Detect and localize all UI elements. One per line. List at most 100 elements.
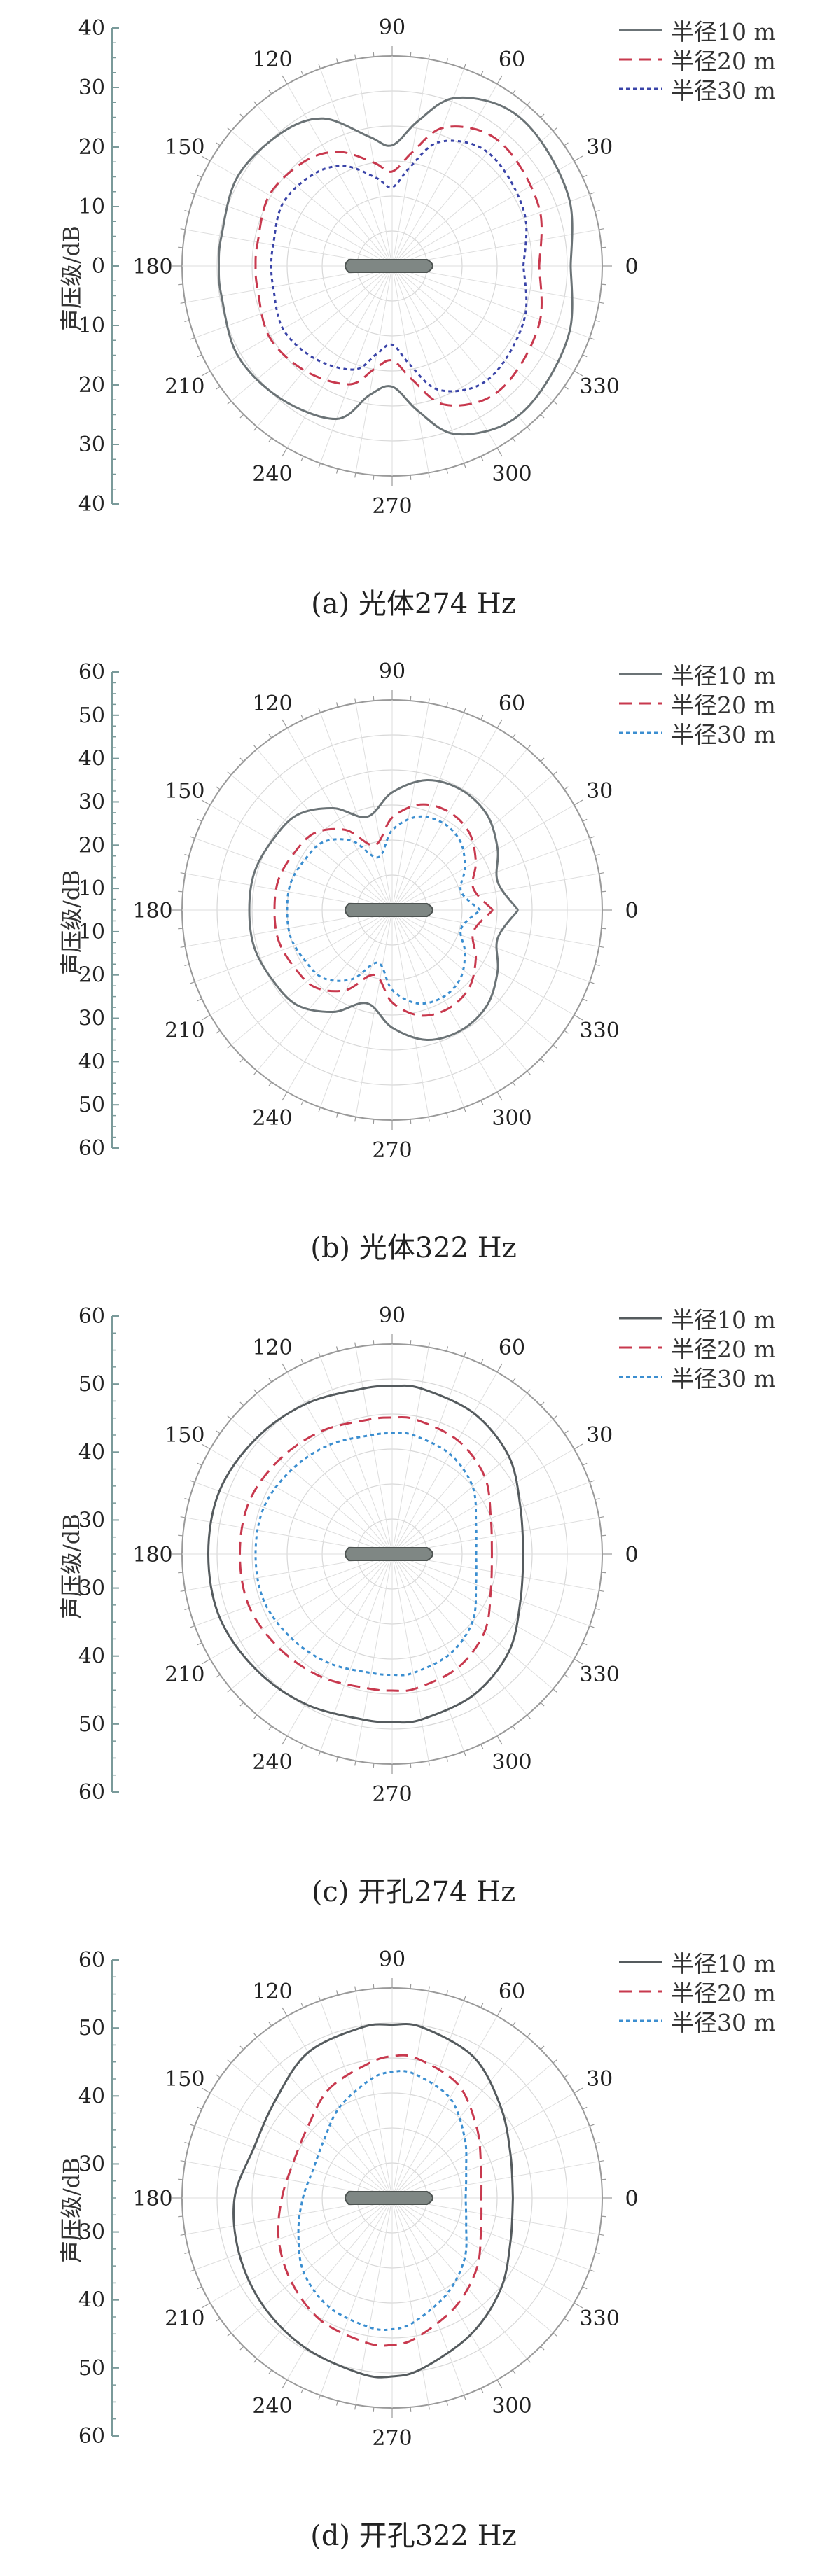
- angle-tick-mark: [553, 771, 557, 776]
- angle-tick-mark: [354, 472, 356, 478]
- angle-tick-mark: [446, 1990, 449, 1996]
- grid-spoke: [230, 2197, 393, 2334]
- grid-spoke: [355, 1347, 393, 1555]
- grid-spoke: [230, 1418, 393, 1555]
- angle-tick-mark: [318, 1996, 321, 2001]
- angle-tick-mark: [410, 1984, 412, 1989]
- angle-tick-mark: [253, 2358, 258, 2363]
- radial-tick-label: 50: [78, 704, 105, 728]
- radial-tick-label: 10: [78, 195, 105, 219]
- angle-tick-label: 180: [132, 2187, 172, 2211]
- grid-spoke: [391, 2015, 498, 2199]
- angle-tick-label: 90: [379, 1303, 405, 1328]
- angle-tick-mark: [553, 1688, 557, 1693]
- grid-spoke: [209, 804, 393, 911]
- grid-spoke: [391, 703, 429, 911]
- angle-tick-label: 240: [252, 1106, 292, 1130]
- angle-tick-mark: [201, 2302, 211, 2309]
- angle-tick-mark: [464, 64, 466, 69]
- legend-item: 半径10 m: [616, 15, 776, 46]
- angle-tick-mark: [574, 155, 583, 162]
- y-axis-label: 声压级/dB: [58, 869, 85, 975]
- angle-tick-mark: [216, 2318, 221, 2322]
- polar-chart: 0 30 60 90 120 150 180 210 240 270 300 330 60 50 40 30 2…: [78, 659, 639, 1163]
- radial-tick-label: 40: [78, 1644, 105, 1669]
- angle-tick-mark: [574, 799, 583, 806]
- angle-tick-mark: [527, 2033, 531, 2038]
- radial-tick-label: 10: [78, 920, 105, 944]
- grid-spoke: [391, 1392, 528, 1555]
- angle-tick-mark: [180, 1516, 186, 1518]
- angle-tick-mark: [564, 2074, 569, 2078]
- angle-tick-mark: [335, 1346, 338, 1352]
- angle-tick-mark: [239, 2346, 244, 2351]
- legend-item: 半径20 m: [616, 1977, 776, 2007]
- legend-item: 半径20 m: [616, 1333, 776, 1363]
- angle-tick-mark: [239, 1401, 244, 1406]
- grid-spoke: [209, 265, 393, 372]
- angle-tick-label: 150: [165, 135, 204, 160]
- angle-tick-label: 300: [492, 1750, 531, 1774]
- grid-spoke: [391, 1553, 528, 1716]
- radial-tick-label: 50: [78, 1093, 105, 1117]
- grid-spoke: [355, 703, 393, 911]
- grid-spoke: [391, 193, 590, 267]
- angle-tick-mark: [496, 1735, 503, 1745]
- legend-swatch: [619, 1346, 662, 1349]
- grid-spoke: [391, 2197, 528, 2360]
- radial-tick-label: 60: [78, 1136, 105, 1161]
- grid-spoke: [391, 265, 575, 372]
- grid-spoke: [286, 1371, 393, 1555]
- angle-tick-mark: [318, 2395, 321, 2400]
- grid-spoke: [391, 909, 498, 1093]
- angle-tick-mark: [589, 981, 595, 984]
- angle-tick-mark: [540, 2045, 545, 2050]
- angle-tick-mark: [190, 2269, 195, 2272]
- angle-tick-mark: [268, 2022, 272, 2026]
- angle-tick-mark: [599, 946, 604, 948]
- angle-tick-mark: [540, 113, 545, 118]
- angle-tick-mark: [180, 302, 186, 304]
- angle-tick-mark: [354, 1986, 356, 1991]
- angle-tick-mark: [300, 71, 304, 76]
- angle-tick-mark: [268, 1726, 272, 1730]
- grid-spoke: [391, 2197, 429, 2405]
- series-line: [286, 815, 482, 1005]
- grid-spoke: [391, 1553, 429, 1761]
- grid-spoke: [319, 909, 393, 1108]
- angle-tick-mark: [300, 1744, 304, 1749]
- radial-tick-label: 50: [78, 1372, 105, 1396]
- angle-tick-mark: [216, 2074, 221, 2078]
- grid-spoke: [286, 909, 393, 1093]
- angle-tick-mark: [601, 246, 606, 248]
- radial-tick-label: 0: [92, 254, 105, 279]
- angle-tick-label: 120: [252, 48, 292, 72]
- legend-label: 半径10 m: [671, 18, 776, 46]
- angle-tick-mark: [480, 71, 484, 76]
- angle-tick-mark: [282, 447, 288, 457]
- angle-tick-mark: [496, 2379, 503, 2389]
- angle-tick-mark: [180, 946, 186, 948]
- angle-tick-mark: [201, 1443, 211, 1450]
- angle-tick-label: 60: [499, 1336, 525, 1360]
- angle-tick-mark: [335, 2400, 338, 2406]
- angle-tick-mark: [373, 2407, 375, 2412]
- angle-tick-mark: [582, 2106, 588, 2110]
- angle-tick-label: 240: [252, 1750, 292, 1774]
- angle-tick-label: 180: [132, 255, 172, 279]
- radial-tick-label: 30: [78, 2220, 105, 2245]
- grid-spoke: [209, 2197, 393, 2304]
- angle-tick-mark: [373, 1119, 375, 1124]
- polar-panel-2: 0 30 60 90 120 150 180 210 240 270 300 330 60 50 40 30 2…: [0, 644, 827, 1288]
- grid-spoke: [391, 2197, 498, 2381]
- angle-tick-mark: [227, 1415, 232, 1420]
- angle-tick-mark: [197, 818, 202, 822]
- angle-tick-mark: [553, 400, 557, 405]
- series-line: [248, 778, 520, 1042]
- angle-tick-mark: [589, 2269, 595, 2272]
- angle-tick-mark: [601, 1572, 606, 1574]
- angle-tick-mark: [553, 2059, 557, 2064]
- radial-tick-label: 30: [78, 1508, 105, 1532]
- angle-tick-mark: [197, 998, 202, 1002]
